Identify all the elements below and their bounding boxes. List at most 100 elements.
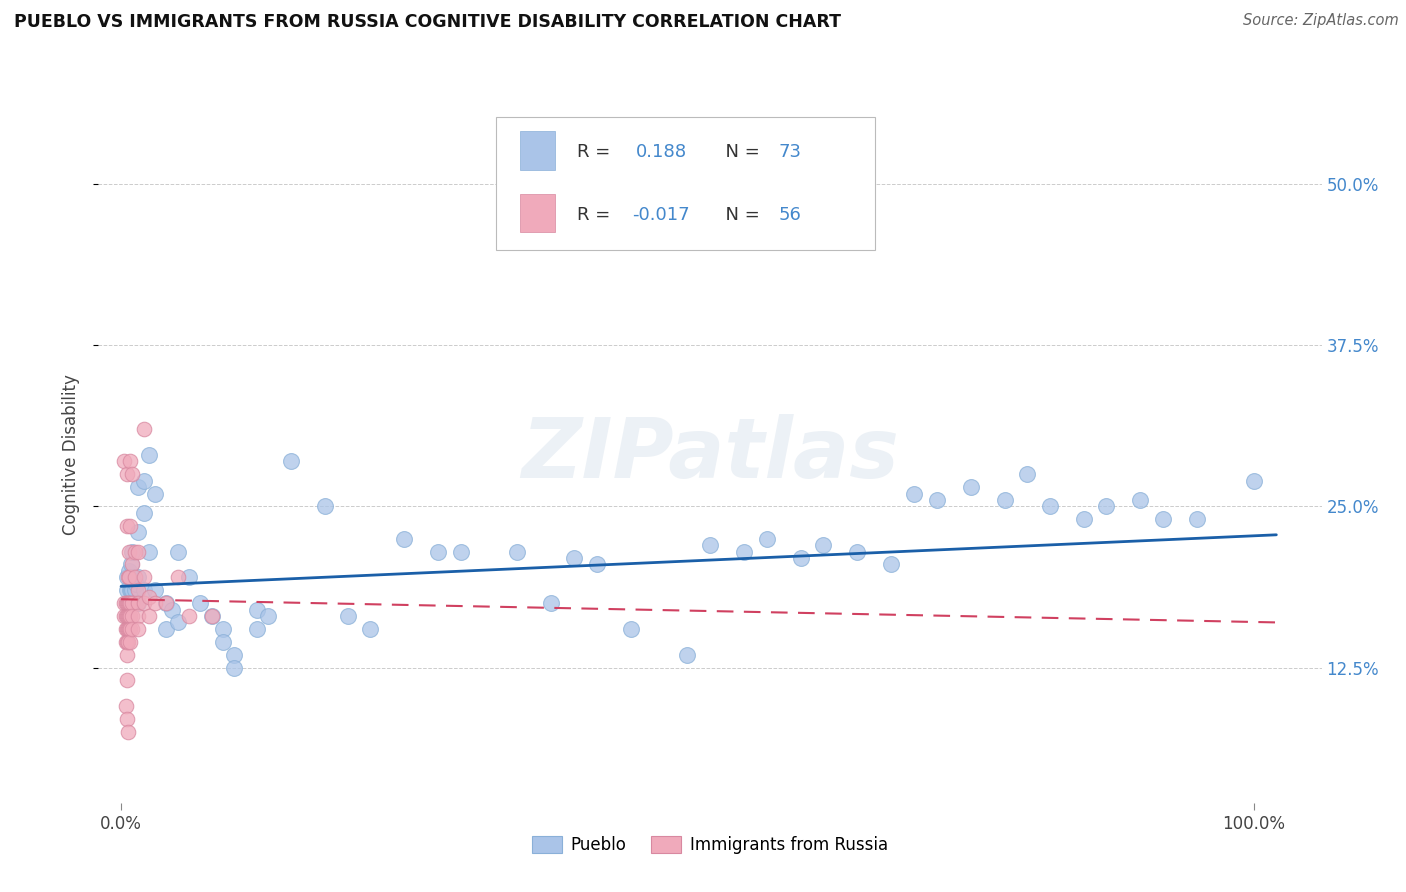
Legend: Pueblo, Immigrants from Russia: Pueblo, Immigrants from Russia <box>526 829 894 861</box>
Point <box>212 622 235 636</box>
Point <box>166 570 188 584</box>
Point <box>201 609 224 624</box>
Point <box>224 660 246 674</box>
Point <box>127 570 149 584</box>
Point <box>166 544 188 558</box>
Point <box>314 500 336 514</box>
Point <box>121 622 143 636</box>
Point <box>540 596 562 610</box>
Point <box>993 493 1015 508</box>
Point <box>121 583 143 598</box>
Y-axis label: Cognitive Disability: Cognitive Disability <box>62 375 80 535</box>
Point <box>1152 512 1174 526</box>
Point <box>132 422 155 436</box>
Point <box>115 583 138 598</box>
Point <box>118 570 141 584</box>
Point <box>127 596 149 610</box>
Point <box>114 454 136 468</box>
Point <box>125 576 148 591</box>
Point <box>1243 474 1265 488</box>
Point <box>121 596 143 610</box>
Point <box>124 570 146 584</box>
Point <box>1185 512 1208 526</box>
Point <box>138 544 160 558</box>
Point <box>143 486 166 500</box>
Point <box>114 596 136 610</box>
Point <box>115 570 138 584</box>
Point <box>114 622 136 636</box>
Point <box>121 558 143 572</box>
Point <box>188 596 212 610</box>
Point <box>699 538 721 552</box>
Point <box>138 590 160 604</box>
Point <box>132 506 155 520</box>
Point <box>124 544 146 558</box>
Point <box>359 622 381 636</box>
Point <box>115 622 138 636</box>
Point <box>846 544 869 558</box>
Point <box>120 596 142 610</box>
Point <box>132 583 155 598</box>
Point <box>132 474 155 488</box>
Point <box>118 544 141 558</box>
Point <box>427 544 450 558</box>
FancyBboxPatch shape <box>520 131 555 169</box>
Point <box>789 551 811 566</box>
Point <box>115 712 138 726</box>
Point <box>121 467 143 482</box>
Point <box>115 609 138 624</box>
Point <box>120 622 142 636</box>
Point <box>733 544 755 558</box>
FancyBboxPatch shape <box>496 118 875 250</box>
Point <box>120 609 142 624</box>
Point <box>127 480 149 494</box>
Point <box>755 532 778 546</box>
Point <box>127 525 149 540</box>
Point <box>880 558 903 572</box>
Text: ZIPatlas: ZIPatlas <box>522 415 898 495</box>
Point <box>257 609 280 624</box>
Point <box>117 596 139 610</box>
Point <box>115 596 138 610</box>
Point <box>336 609 359 624</box>
Point <box>120 596 142 610</box>
Point <box>155 596 177 610</box>
Point <box>127 609 149 624</box>
Point <box>143 596 166 610</box>
Point <box>124 583 146 598</box>
Point <box>114 609 136 624</box>
Point <box>925 493 948 508</box>
Point <box>120 558 142 572</box>
Text: N =: N = <box>714 144 765 161</box>
Point <box>280 454 302 468</box>
Point <box>1073 512 1095 526</box>
Point <box>115 673 138 688</box>
Point <box>212 634 235 648</box>
Point <box>138 448 160 462</box>
Point <box>138 609 160 624</box>
Point <box>114 609 136 624</box>
Point <box>132 570 155 584</box>
Point <box>117 622 139 636</box>
Point <box>903 486 925 500</box>
Point <box>132 596 155 610</box>
Point <box>201 609 224 624</box>
Point <box>585 558 607 572</box>
Text: 73: 73 <box>779 144 801 161</box>
Point <box>124 596 146 610</box>
Point <box>120 583 142 598</box>
Point <box>120 454 142 468</box>
Point <box>620 622 643 636</box>
Point <box>166 615 188 630</box>
Point <box>246 622 269 636</box>
Point <box>117 609 139 624</box>
Point <box>118 609 141 624</box>
Text: N =: N = <box>714 206 765 224</box>
Point <box>959 480 981 494</box>
Point <box>177 609 200 624</box>
Point <box>121 544 143 558</box>
Point <box>117 570 139 584</box>
Point <box>246 602 269 616</box>
Text: PUEBLO VS IMMIGRANTS FROM RUSSIA COGNITIVE DISABILITY CORRELATION CHART: PUEBLO VS IMMIGRANTS FROM RUSSIA COGNITI… <box>14 13 841 31</box>
Point <box>143 583 166 598</box>
